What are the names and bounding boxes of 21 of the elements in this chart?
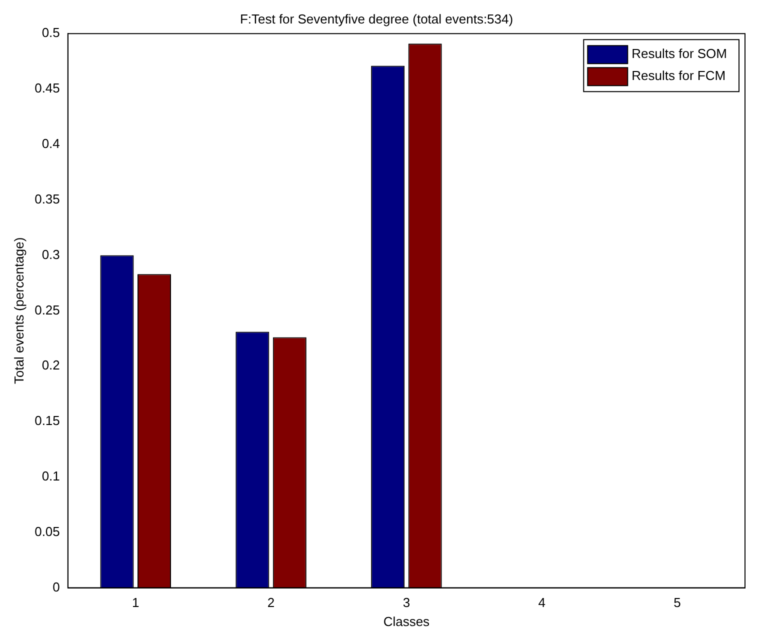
- y-tick-label: 0.1: [42, 468, 60, 484]
- y-tick-label: 0.25: [34, 302, 60, 318]
- x-tick-label: 3: [402, 595, 410, 610]
- x-tick-label: 4: [538, 595, 546, 610]
- legend-label: Results for SOM: [632, 46, 728, 62]
- chart-title: F:Test for Seventyfive degree (total events:534): [240, 11, 514, 26]
- x-tick-label: 2: [267, 595, 275, 610]
- y-tick-label: 0.4: [42, 136, 60, 152]
- y-tick-label: 0: [52, 579, 60, 594]
- legend-label: Results for FCM: [632, 68, 726, 84]
- y-tick-label: 0.05: [34, 524, 60, 539]
- y-tick-label: 0.15: [34, 413, 60, 428]
- x-tick-label: 5: [674, 595, 681, 610]
- y-tick-label: 0.3: [42, 246, 60, 262]
- y-tick-label: 0.5: [42, 25, 60, 40]
- y-tick-label: 0.2: [42, 358, 60, 373]
- y-tick-label: 0.35: [34, 191, 60, 206]
- x-axis-title: Classes: [383, 614, 430, 629]
- y-tick-label: 0.45: [34, 80, 60, 96]
- x-tick-label: 1: [132, 595, 140, 610]
- y-axis-title: Total events (percentage): [11, 237, 26, 384]
